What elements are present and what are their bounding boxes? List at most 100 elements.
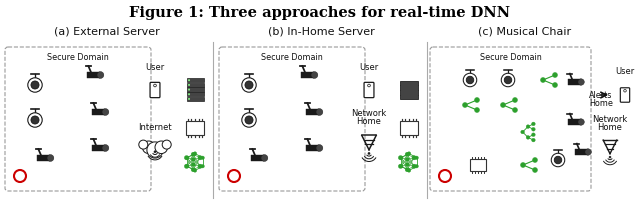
Bar <box>186 97 204 101</box>
Text: Secure Domain: Secure Domain <box>479 54 541 63</box>
Circle shape <box>467 76 474 84</box>
Circle shape <box>102 109 109 116</box>
Circle shape <box>97 72 104 78</box>
Circle shape <box>609 156 611 158</box>
Circle shape <box>191 152 195 156</box>
Circle shape <box>526 125 530 128</box>
Circle shape <box>188 89 190 91</box>
Circle shape <box>188 79 190 81</box>
Circle shape <box>184 164 189 168</box>
Text: Home: Home <box>589 98 613 108</box>
Bar <box>186 83 204 87</box>
Text: Secure Domain: Secure Domain <box>261 54 323 63</box>
Circle shape <box>228 170 240 182</box>
Circle shape <box>316 145 323 151</box>
Bar <box>306 109 319 115</box>
Bar <box>92 109 106 115</box>
Circle shape <box>398 164 403 168</box>
Circle shape <box>551 153 564 167</box>
Text: Network: Network <box>593 116 628 125</box>
Circle shape <box>31 116 39 124</box>
Circle shape <box>245 81 253 89</box>
Circle shape <box>198 164 202 168</box>
Circle shape <box>407 169 411 172</box>
Bar <box>470 159 486 171</box>
Circle shape <box>501 73 515 87</box>
Text: User: User <box>616 67 635 76</box>
Text: Figure 1: Three approaches for real-time DNN: Figure 1: Three approaches for real-time… <box>129 6 511 20</box>
Circle shape <box>405 152 410 156</box>
Bar <box>306 145 319 151</box>
Bar <box>568 119 581 125</box>
Circle shape <box>541 77 545 83</box>
Circle shape <box>367 84 371 87</box>
Text: Network: Network <box>351 109 387 118</box>
Text: Home: Home <box>598 123 623 133</box>
Circle shape <box>412 156 416 160</box>
Circle shape <box>155 141 168 154</box>
Circle shape <box>554 156 562 164</box>
FancyBboxPatch shape <box>620 88 630 102</box>
Circle shape <box>513 97 518 102</box>
Circle shape <box>28 113 42 127</box>
Circle shape <box>624 89 627 92</box>
Circle shape <box>191 168 195 172</box>
Text: Secure Domain: Secure Domain <box>47 54 109 63</box>
Circle shape <box>147 142 163 158</box>
Text: Home: Home <box>356 118 381 126</box>
Circle shape <box>102 145 109 151</box>
Circle shape <box>504 76 512 84</box>
Circle shape <box>415 165 419 168</box>
Circle shape <box>412 164 416 168</box>
Circle shape <box>261 155 268 161</box>
Circle shape <box>188 84 190 86</box>
Circle shape <box>578 79 584 85</box>
Bar <box>568 79 581 85</box>
Circle shape <box>154 84 156 87</box>
Circle shape <box>407 152 411 155</box>
Circle shape <box>532 168 538 172</box>
Circle shape <box>188 93 190 95</box>
Circle shape <box>405 168 410 172</box>
Bar <box>186 78 204 82</box>
Circle shape <box>474 108 479 113</box>
Circle shape <box>552 83 557 88</box>
Bar <box>399 121 419 135</box>
Circle shape <box>311 72 318 78</box>
Circle shape <box>142 141 155 154</box>
Circle shape <box>532 158 538 163</box>
Circle shape <box>193 169 196 172</box>
Circle shape <box>399 165 403 168</box>
Circle shape <box>532 122 535 126</box>
Circle shape <box>191 162 195 167</box>
Circle shape <box>532 133 535 136</box>
Bar <box>186 92 204 96</box>
Circle shape <box>526 136 530 139</box>
Circle shape <box>186 156 189 159</box>
Circle shape <box>316 109 323 116</box>
Circle shape <box>201 156 204 159</box>
Bar <box>399 81 419 99</box>
Text: (c) Musical Chair: (c) Musical Chair <box>479 27 572 37</box>
Circle shape <box>188 98 190 100</box>
Bar <box>186 121 204 135</box>
Circle shape <box>439 170 451 182</box>
Text: (b) In-Home Server: (b) In-Home Server <box>268 27 374 37</box>
Bar <box>186 87 204 92</box>
Circle shape <box>193 152 196 155</box>
Circle shape <box>198 156 202 160</box>
Circle shape <box>500 102 506 108</box>
Circle shape <box>47 155 54 161</box>
Circle shape <box>31 81 39 89</box>
Text: Alerts: Alerts <box>589 91 612 100</box>
Circle shape <box>368 152 370 155</box>
Bar <box>575 149 588 155</box>
Circle shape <box>184 156 189 160</box>
Circle shape <box>532 127 535 131</box>
Text: (a) External Server: (a) External Server <box>54 27 160 37</box>
Text: User: User <box>145 63 164 72</box>
Bar <box>92 145 106 151</box>
Circle shape <box>191 157 195 161</box>
FancyBboxPatch shape <box>364 82 374 98</box>
Circle shape <box>201 165 204 168</box>
